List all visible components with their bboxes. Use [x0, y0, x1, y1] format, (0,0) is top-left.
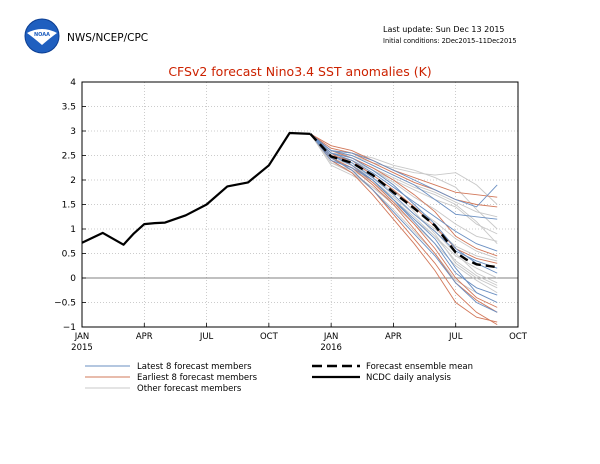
initial-conditions-text: Initial conditions: 2Dec2015–11Dec2015 — [383, 37, 517, 45]
earliest-member-line — [310, 133, 498, 323]
noaa-logo: NOAA — [24, 18, 60, 54]
noaa-logo-bird-icon — [27, 29, 57, 45]
x-tick-label: APR — [385, 332, 402, 342]
last-update-text: Last update: Sun Dec 13 2015 — [383, 25, 505, 34]
plot-area — [82, 82, 518, 327]
earliest-member-line — [310, 133, 498, 264]
noaa-logo-text: NOAA — [34, 32, 50, 38]
latest-member-line — [310, 133, 498, 252]
y-tick-label: −0.5 — [54, 299, 76, 309]
latest-member-line — [310, 133, 498, 269]
earliest-member-line — [310, 133, 498, 313]
y-tick-label: 4 — [70, 78, 76, 88]
y-tick-label: 1 — [70, 225, 76, 235]
latest-member-line — [310, 133, 498, 296]
x-tick-label: JAN — [74, 332, 90, 342]
x-tick-year-label: 2016 — [320, 343, 342, 353]
ensemble-mean-line — [309, 133, 498, 269]
x-tick-label: JAN — [323, 332, 339, 342]
legend-label-latest: Latest 8 forecast members — [137, 362, 252, 372]
observed-line — [81, 131, 311, 246]
x-tick-label: JUL — [448, 332, 463, 342]
legend-label-other: Other forecast members — [137, 384, 242, 394]
legend: Latest 8 forecast members Earliest 8 for… — [85, 362, 473, 394]
other-member-line — [310, 133, 498, 294]
legend-label-earliest: Earliest 8 forecast members — [137, 373, 258, 383]
observed-series — [81, 131, 311, 246]
y-tick-label: 2.5 — [62, 152, 76, 162]
chart-title: CFSv2 forecast Nino3.4 SST anomalies (K) — [168, 64, 431, 79]
latest-members-series — [310, 133, 498, 313]
y-tick-label: 3.5 — [62, 103, 76, 113]
ensemble-mean-series — [309, 133, 498, 269]
earliest-members-series — [310, 133, 498, 325]
y-tick-label: 1.5 — [62, 201, 76, 211]
x-tick-label: JUL — [199, 332, 214, 342]
y-tick-label: 0.5 — [62, 250, 76, 260]
legend-label-mean: Forecast ensemble mean — [366, 362, 473, 372]
y-axis-ticks: −1 −0.5 0 0.5 1 1.5 2 2.5 3 3.5 4 — [54, 78, 86, 333]
earliest-member-line — [310, 133, 498, 198]
agency-label: NWS/NCEP/CPC — [67, 32, 148, 44]
legend-label-observed: NCDC daily analysis — [366, 373, 452, 383]
latest-member-line — [310, 133, 498, 220]
y-tick-label: 2 — [70, 176, 76, 186]
earliest-member-line — [310, 133, 498, 257]
x-tick-label: OCT — [509, 332, 528, 342]
x-tick-label: APR — [136, 332, 153, 342]
latest-member-line — [310, 133, 498, 208]
y-tick-label: −1 — [63, 323, 76, 333]
x-tick-label: OCT — [260, 332, 279, 342]
x-tick-year-label: 2015 — [71, 343, 93, 353]
earliest-member-line — [310, 133, 498, 208]
y-tick-label: 0 — [70, 274, 76, 284]
y-tick-label: 3 — [70, 127, 76, 137]
